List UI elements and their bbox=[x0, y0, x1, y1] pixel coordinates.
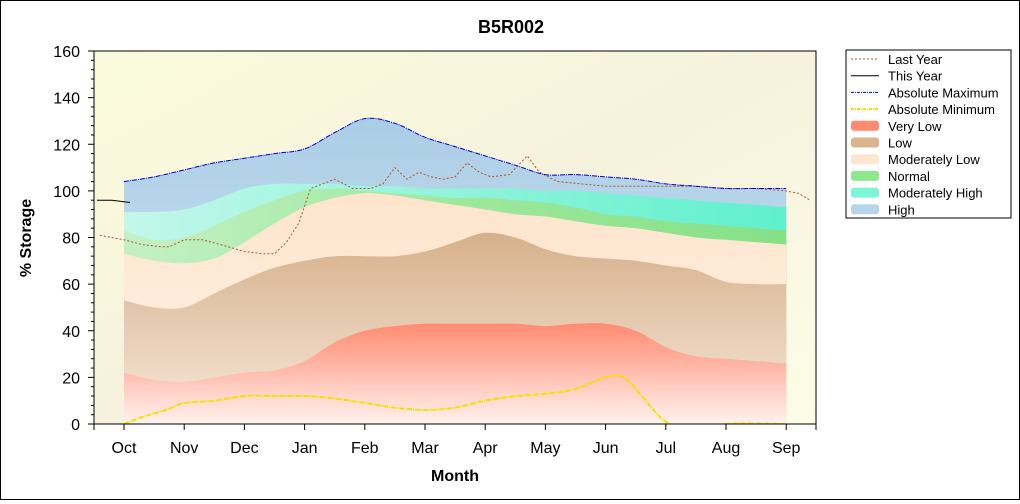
x-tick-label: Aug bbox=[712, 440, 740, 457]
series-this-year bbox=[96, 199, 131, 203]
series-last-year bbox=[99, 155, 811, 255]
legend-label-normal: Normal bbox=[888, 169, 930, 184]
series-layer bbox=[96, 117, 811, 424]
legend-swatch-moderately-high bbox=[851, 187, 879, 198]
x-tick-label: Mar bbox=[411, 440, 439, 457]
y-tick-label: 60 bbox=[62, 277, 80, 294]
y-tick-label: 20 bbox=[62, 370, 80, 387]
legend-label-low: Low bbox=[888, 136, 912, 151]
legend-label-very-low: Very Low bbox=[888, 119, 942, 134]
x-tick-label: Feb bbox=[351, 440, 379, 457]
legend-swatch-high bbox=[851, 204, 879, 215]
axes-layer: 0 20 40 60 80 100 120 140 160 Oct Nov Dec Jan Feb Mar A… bbox=[53, 44, 817, 457]
x-tick-label: Jun bbox=[593, 440, 619, 457]
legend-swatch-very-low bbox=[851, 120, 879, 131]
series-absolute-minimum bbox=[123, 374, 787, 424]
y-tick-label: 0 bbox=[71, 417, 80, 434]
x-tick-label: Dec bbox=[230, 440, 258, 457]
legend-label-high: High bbox=[888, 202, 915, 217]
legend-label-last-year: Last Year bbox=[888, 52, 943, 67]
y-axis-label: % Storage bbox=[18, 199, 35, 277]
x-axis-label: Month bbox=[431, 468, 479, 485]
legend-label-absolute-minimum: Absolute Minimum bbox=[888, 102, 995, 117]
y-tick-label: 160 bbox=[53, 44, 80, 61]
y-tick-label: 80 bbox=[62, 231, 80, 248]
legend-swatch-low bbox=[851, 137, 879, 148]
legend-label-moderately-high: Moderately High bbox=[888, 186, 983, 201]
y-tick-label: 140 bbox=[53, 91, 80, 108]
x-tick-label: Jan bbox=[292, 440, 318, 457]
y-tick-label: 100 bbox=[53, 184, 80, 201]
band-very-low bbox=[124, 323, 787, 424]
x-tick-label: Nov bbox=[170, 440, 198, 457]
x-tick-label: Apr bbox=[473, 440, 499, 457]
legend-label-this-year: This Year bbox=[888, 69, 943, 84]
legend-swatch-normal bbox=[851, 170, 879, 181]
x-tick-label: Jul bbox=[656, 440, 676, 457]
x-tick-label: May bbox=[530, 440, 560, 457]
y-tick-label: 120 bbox=[53, 137, 80, 154]
x-tick-label: Oct bbox=[112, 440, 137, 457]
legend-label-absolute-maximum: Absolute Maximum bbox=[888, 85, 999, 100]
y-tick-label: 40 bbox=[62, 324, 80, 341]
legend-swatch-moderately-low bbox=[851, 154, 879, 165]
series-absolute-maximum bbox=[123, 117, 787, 190]
legend-label-moderately-low: Moderately Low bbox=[888, 152, 980, 167]
chart-title: B5R002 bbox=[478, 17, 544, 37]
x-tick-label: Sep bbox=[772, 440, 801, 457]
